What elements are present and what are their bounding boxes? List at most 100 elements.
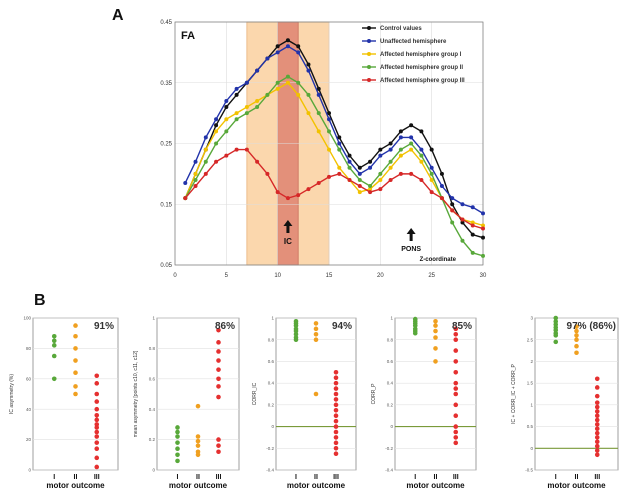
series-point xyxy=(214,159,219,164)
series-point xyxy=(275,44,280,49)
series-point xyxy=(244,80,249,85)
legend-label: Control values xyxy=(380,26,422,32)
x-axis-title: motor outcome xyxy=(406,481,465,490)
data-point xyxy=(333,445,339,451)
chart-title: FA xyxy=(181,30,195,42)
series-point xyxy=(398,129,403,134)
data-point xyxy=(216,437,221,442)
y-tick-label: 0.35 xyxy=(160,81,172,87)
y-tick-label: 2.5 xyxy=(527,337,534,342)
series-point xyxy=(439,171,444,176)
data-point xyxy=(94,417,100,423)
series-point xyxy=(429,190,434,195)
y-tick-label: 0.2 xyxy=(387,402,394,407)
y-tick-label: 1 xyxy=(152,316,155,321)
accuracy-annotation: 91% xyxy=(94,321,114,332)
series-point xyxy=(296,92,301,97)
category-label: II xyxy=(314,474,318,481)
data-point xyxy=(574,324,579,329)
x-tick-label: 5 xyxy=(225,273,229,279)
y-tick-label: 0 xyxy=(152,468,155,473)
series-point xyxy=(409,135,414,140)
data-point xyxy=(594,452,600,458)
y-tick-label: 0 xyxy=(390,424,393,429)
data-point xyxy=(574,350,579,356)
y-axis-title: mean asymmetry [points c10, c11, c12] xyxy=(133,350,139,437)
legend-label: Affected hemisphere group II xyxy=(380,65,463,71)
series-point xyxy=(388,165,393,170)
series-point xyxy=(203,147,208,152)
series-point xyxy=(255,68,260,73)
series-point xyxy=(316,180,321,185)
data-point xyxy=(73,346,78,351)
data-point xyxy=(216,394,221,400)
data-point xyxy=(293,331,299,337)
y-tick-label: 0.5 xyxy=(527,424,534,429)
series-point xyxy=(214,129,219,134)
series-point xyxy=(378,147,383,152)
data-point xyxy=(195,443,201,448)
data-point xyxy=(433,346,438,351)
data-point xyxy=(73,384,78,389)
data-point xyxy=(574,337,579,343)
series-point xyxy=(481,226,485,231)
category-label: I xyxy=(53,474,55,481)
series-point xyxy=(378,187,383,192)
series-point xyxy=(419,129,424,134)
series-point xyxy=(347,159,352,164)
data-point xyxy=(453,348,459,353)
y-tick-label: 2 xyxy=(530,359,533,364)
y-tick-label: 0.4 xyxy=(149,407,156,412)
series-point xyxy=(203,159,208,164)
series-point xyxy=(224,117,229,122)
series-point xyxy=(224,105,229,110)
series-point xyxy=(419,159,424,164)
series-point xyxy=(470,220,475,225)
data-point xyxy=(594,443,600,449)
data-point xyxy=(195,438,201,444)
y-tick-label: 1 xyxy=(271,316,274,321)
data-point xyxy=(333,402,339,408)
data-point xyxy=(51,353,57,359)
series-point xyxy=(327,129,331,134)
legend-marker xyxy=(367,26,371,30)
data-point xyxy=(216,349,221,354)
series-point xyxy=(285,196,290,201)
y-axis-title: CORR_P xyxy=(371,383,377,405)
series-point xyxy=(265,171,270,176)
series-point xyxy=(357,184,362,189)
data-point xyxy=(453,369,459,375)
data-point xyxy=(594,400,600,405)
series-point xyxy=(214,117,219,122)
data-point xyxy=(453,424,459,429)
data-point xyxy=(433,323,438,328)
data-point xyxy=(453,386,459,391)
series-point xyxy=(327,147,331,152)
data-point xyxy=(94,425,100,430)
data-point xyxy=(175,429,180,435)
y-tick-label: 0.8 xyxy=(387,337,394,342)
data-point xyxy=(293,323,299,328)
y-tick-label: 0 xyxy=(530,446,533,451)
series-point xyxy=(409,171,414,176)
series-point xyxy=(234,117,239,122)
category-label: II xyxy=(74,474,78,481)
series-point xyxy=(306,111,311,116)
data-point xyxy=(175,440,180,445)
data-point xyxy=(574,343,579,349)
series-point xyxy=(470,223,475,228)
series-point xyxy=(398,171,403,176)
series-point xyxy=(481,211,485,216)
data-point xyxy=(453,429,459,435)
data-point xyxy=(73,391,78,397)
series-point xyxy=(357,177,362,182)
series-point xyxy=(481,223,485,228)
data-point xyxy=(453,391,459,397)
y-tick-label: 1.5 xyxy=(527,381,534,386)
series-point xyxy=(409,147,414,152)
x-tick-label: 30 xyxy=(480,273,487,279)
data-point xyxy=(216,367,221,372)
